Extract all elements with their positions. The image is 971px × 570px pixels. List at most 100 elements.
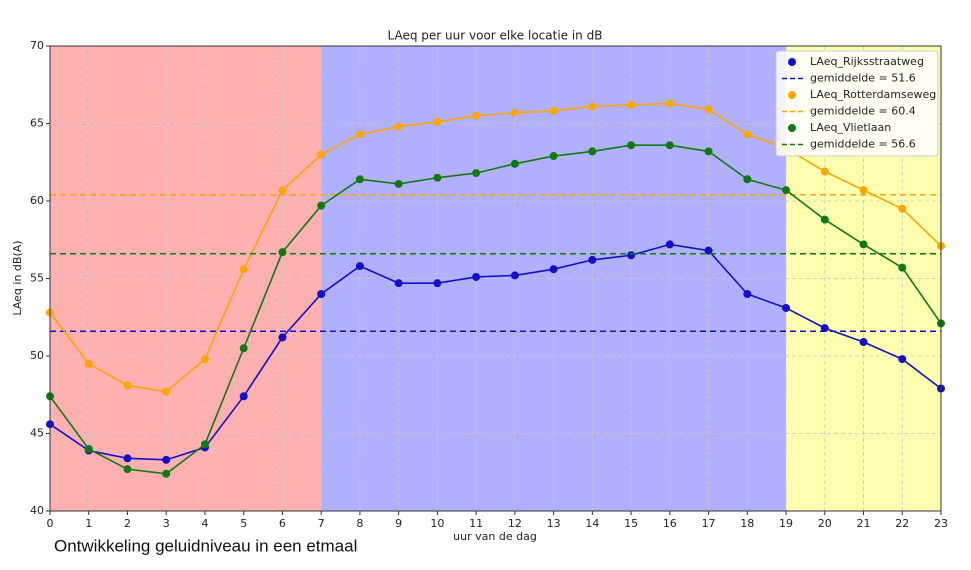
x-tick-label: 23 xyxy=(934,517,948,530)
x-tick-label: 5 xyxy=(240,517,247,530)
data-point xyxy=(317,201,326,210)
data-point xyxy=(162,455,171,464)
data-point xyxy=(472,272,481,281)
legend-label: LAeq_Rijksstraatweg xyxy=(810,55,924,68)
data-point xyxy=(820,167,829,176)
data-point xyxy=(665,99,674,108)
legend-label: LAeq_Rotterdamseweg xyxy=(810,88,936,101)
data-point xyxy=(627,100,636,109)
x-tick-label: 7 xyxy=(318,517,325,530)
series-line xyxy=(49,144,942,475)
data-point xyxy=(859,186,868,195)
data-point xyxy=(820,215,829,224)
data-point xyxy=(627,141,636,150)
x-tick-label: 3 xyxy=(163,517,170,530)
x-tick-label: 17 xyxy=(702,517,716,530)
x-axis-label: uur van de dag xyxy=(453,530,537,543)
data-point xyxy=(278,186,287,195)
data-point xyxy=(743,175,752,184)
x-tick-label: 2 xyxy=(124,517,131,530)
data-point xyxy=(278,333,287,342)
data-point xyxy=(84,445,93,453)
legend-label: gemiddelde = 56.6 xyxy=(810,138,916,151)
data-point xyxy=(704,105,713,114)
data-point xyxy=(510,271,519,280)
y-tick-label: 45 xyxy=(30,427,44,440)
legend-label: gemiddelde = 51.6 xyxy=(810,72,916,85)
data-point xyxy=(433,279,442,288)
data-point xyxy=(898,204,907,213)
data-point xyxy=(355,262,364,271)
data-point xyxy=(394,122,403,131)
x-tick-label: 10 xyxy=(430,517,444,530)
data-point xyxy=(239,344,248,353)
data-point xyxy=(665,141,674,150)
data-point xyxy=(472,169,481,178)
data-point xyxy=(239,392,248,401)
data-point xyxy=(549,107,558,116)
y-tick-label: 60 xyxy=(30,194,44,207)
data-point xyxy=(355,175,364,184)
data-point xyxy=(394,179,403,188)
data-point xyxy=(317,150,326,159)
x-tick-label: 11 xyxy=(469,517,483,530)
data-point xyxy=(588,102,597,111)
data-point xyxy=(433,173,442,182)
legend-marker xyxy=(788,58,796,66)
y-tick-label: 65 xyxy=(30,117,44,130)
y-tick-label: 55 xyxy=(30,272,44,285)
data-point xyxy=(859,240,868,249)
legend-marker xyxy=(788,91,796,99)
legend-label: LAeq_Vlietlaan xyxy=(810,121,891,134)
data-point xyxy=(162,387,171,396)
data-point xyxy=(549,265,558,274)
data-point xyxy=(123,381,132,390)
x-tick-label: 21 xyxy=(857,517,871,530)
x-tick-label: 0 xyxy=(47,517,54,530)
plot-frame xyxy=(49,45,942,512)
data-point xyxy=(317,290,326,298)
data-point xyxy=(355,130,364,139)
x-tick-label: 20 xyxy=(818,517,832,530)
x-tick-label: 6 xyxy=(279,517,286,530)
x-tick-label: 13 xyxy=(547,517,561,530)
data-point xyxy=(588,255,597,264)
data-point xyxy=(549,152,558,161)
x-tick-label: 1 xyxy=(85,517,92,530)
data-point xyxy=(704,147,713,156)
x-tick-label: 22 xyxy=(895,517,909,530)
y-axis-label: LAeq in dB(A) xyxy=(11,240,24,315)
data-point xyxy=(588,147,597,156)
data-point xyxy=(782,186,791,195)
y-tick-label: 40 xyxy=(30,504,44,517)
x-tick-label: 9 xyxy=(395,517,402,530)
data-point xyxy=(433,117,442,126)
x-tick-label: 16 xyxy=(663,517,677,530)
data-point xyxy=(239,265,248,274)
x-tick-label: 18 xyxy=(740,517,754,530)
legend-label: gemiddelde = 60.4 xyxy=(810,105,916,118)
data-point xyxy=(898,355,907,364)
x-tick-label: 15 xyxy=(624,517,638,530)
data-point xyxy=(200,355,209,364)
x-tick-label: 12 xyxy=(508,517,522,530)
caption: Ontwikkeling geluidniveau in een etmaal xyxy=(54,536,357,555)
data-point xyxy=(743,130,752,139)
data-point xyxy=(123,465,132,474)
data-point xyxy=(84,359,93,368)
data-point xyxy=(510,159,519,168)
data-point xyxy=(627,251,636,260)
data-point xyxy=(472,111,481,120)
y-tick-label: 70 xyxy=(30,39,44,52)
data-point xyxy=(123,454,132,463)
legend-box xyxy=(775,50,939,157)
x-tick-label: 14 xyxy=(585,517,599,530)
data-point xyxy=(394,279,403,288)
y-tick-label: 50 xyxy=(30,349,44,362)
data-point xyxy=(704,246,713,255)
data-point xyxy=(782,303,791,312)
data-point xyxy=(859,338,868,347)
legend-marker xyxy=(788,124,796,132)
x-tick-label: 4 xyxy=(201,517,208,530)
